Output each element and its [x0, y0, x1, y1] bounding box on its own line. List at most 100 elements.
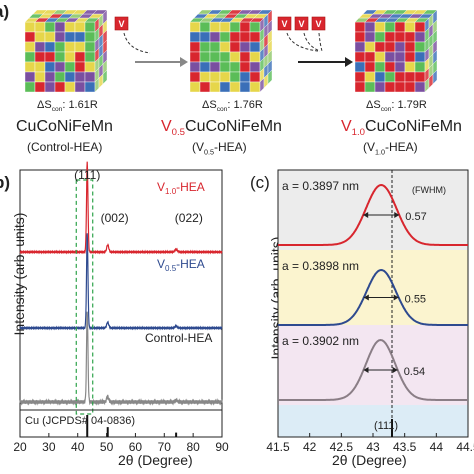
formula-v05: V0.5CuCoNiFeMn — [161, 118, 282, 139]
cube-voxel — [199, 71, 211, 83]
cube-voxel — [219, 81, 231, 93]
cube-voxel — [229, 61, 241, 73]
cube-voxel — [64, 71, 76, 83]
cube-voxel — [239, 71, 251, 83]
cube-voxel — [74, 51, 86, 63]
cube-voxel — [229, 51, 241, 63]
peak-annotation: (022) — [175, 211, 203, 225]
cube-voxel — [64, 21, 76, 33]
cube-voxel — [364, 81, 376, 93]
cube-voxel — [54, 21, 66, 33]
dashed-arrow — [303, 32, 321, 52]
cube-voxel — [189, 81, 201, 93]
cube-voxel — [84, 31, 96, 43]
cube-voxel — [84, 71, 96, 83]
series-legend: V1.0-HEA — [157, 180, 205, 196]
series-legend: Control-HEA — [145, 331, 212, 345]
x-tick-label: 80 — [186, 440, 200, 454]
cube-voxel — [354, 41, 366, 53]
cube-voxel — [384, 61, 396, 73]
cube-voxel — [199, 61, 211, 73]
cube-voxel — [84, 61, 96, 73]
cube-voxel — [414, 41, 426, 53]
cube-voxel — [239, 51, 251, 63]
panel-a-label: a) — [0, 2, 10, 21]
cube-voxel — [44, 51, 56, 63]
cube-voxel — [394, 81, 406, 93]
panel-b-xlabel: 2θ (Degree) — [118, 452, 193, 468]
fwhm-arrow-head — [394, 212, 400, 218]
cube-voxel — [74, 21, 86, 33]
peak-line — [278, 183, 468, 246]
cube-voxel — [239, 41, 251, 53]
fwhm-label: (FWHM) — [412, 185, 446, 195]
dashed-arrow — [318, 32, 323, 52]
lattice-parameter: a = 0.3902 nm — [282, 334, 359, 348]
panel-b-label: b) — [0, 173, 11, 192]
cube-voxel — [219, 61, 231, 73]
cube-voxel — [414, 61, 426, 73]
cube-voxel — [394, 41, 406, 53]
highlight-box — [75, 179, 94, 415]
reference-label: Cu (JCPDS# 04-0836) — [25, 415, 135, 427]
cube-voxel — [54, 31, 66, 43]
series-legend: V0.5-HEA — [157, 257, 205, 273]
plot-frame — [19, 169, 223, 438]
x-tick-label: 60 — [129, 440, 143, 454]
cube-voxel — [189, 31, 201, 43]
cube-voxel — [64, 81, 76, 93]
cube-voxel — [229, 21, 241, 33]
peak-annotation: (111) — [74, 168, 100, 182]
cube-voxel — [24, 71, 36, 83]
cube-voxel — [364, 71, 376, 83]
formula-control: CuCoNiFeMn — [16, 118, 113, 135]
cube-voxel — [34, 21, 46, 33]
x-tick-label: 42.5 — [330, 440, 354, 454]
cube-voxel — [414, 51, 426, 63]
cube-voxel — [239, 61, 251, 73]
cube-voxel — [384, 21, 396, 33]
cube-voxel — [249, 21, 261, 33]
x-tick-label: 42 — [303, 440, 317, 454]
cube-voxel — [74, 31, 86, 43]
fwhm-arrow-head — [363, 212, 369, 218]
cube-voxel — [54, 51, 66, 63]
cube-voxel — [84, 81, 96, 93]
cube-voxel — [34, 41, 46, 53]
control-hea-cube — [24, 9, 108, 93]
cube-voxel — [354, 81, 366, 93]
cube-voxel — [219, 71, 231, 83]
process-arrow-head — [345, 57, 353, 67]
cube-voxel — [209, 51, 221, 63]
cube-voxel — [404, 51, 416, 63]
fwhm-arrow-head — [392, 367, 398, 373]
cube-voxel — [394, 31, 406, 43]
process-arrows — [123, 32, 353, 67]
cube-voxel — [209, 71, 221, 83]
cube-voxel — [219, 31, 231, 43]
v10-hea-cube — [354, 9, 438, 93]
cube-voxel — [219, 51, 231, 63]
vanadium-symbol: V — [281, 19, 287, 29]
cube-voxel — [404, 81, 416, 93]
cube-voxel — [404, 61, 416, 73]
cube-voxel — [249, 41, 261, 53]
cube-voxel — [74, 61, 86, 73]
x-tick-label: 70 — [158, 440, 172, 454]
cube-voxel — [249, 81, 261, 93]
name-control: (Control-HEA) — [27, 140, 103, 154]
x-tick-label: 20 — [13, 440, 27, 454]
formula-v10: V1.0CuCoNiFeMn — [341, 118, 462, 139]
cube-voxel — [209, 21, 221, 33]
entropy-label-control: ΔScon: 1.61R — [37, 99, 98, 114]
cube-voxel — [364, 51, 376, 63]
cube-voxel — [44, 81, 56, 93]
lattice-parameter: a = 0.3898 nm — [282, 259, 359, 273]
name-v05: (V0.5-HEA) — [192, 140, 247, 157]
cube-voxel — [229, 71, 241, 83]
cube-voxel — [219, 21, 231, 33]
cube-voxel — [209, 81, 221, 93]
vanadium-symbol: V — [315, 19, 321, 29]
